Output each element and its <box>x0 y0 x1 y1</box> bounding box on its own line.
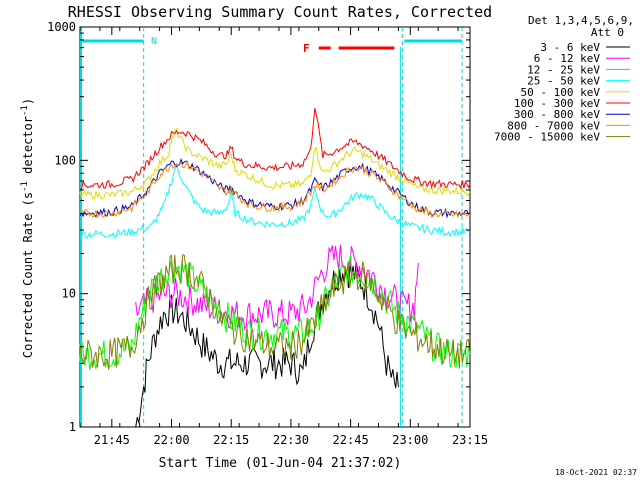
series-line-5 <box>80 107 471 190</box>
legend-header-2: Att 0 <box>591 26 624 39</box>
series-line-7 <box>79 159 471 219</box>
legend-label-6: 300 - 800 keV <box>514 108 600 121</box>
legend-label-5: 100 - 300 keV <box>514 97 600 110</box>
y-axis-label-main: Corrected Count Rate (s <box>21 192 35 358</box>
x-tick-label-3: 22:30 <box>273 433 309 447</box>
series-line-3 <box>79 164 471 239</box>
flare-label: F <box>303 42 310 55</box>
legend-label-0: 3 - 6 keV <box>540 41 600 54</box>
x-tick-label-6: 23:15 <box>452 433 488 447</box>
y-tick-label-0: 1 <box>69 420 76 434</box>
series-line-1 <box>135 244 419 332</box>
series-layer <box>79 107 471 428</box>
y-axis-label-sup1: -1 <box>20 181 30 192</box>
x-axis-label: Start Time (01-Jun-04 21:37:02) <box>159 456 402 471</box>
series-line-4 <box>79 127 471 200</box>
legend-label-2: 12 - 25 keV <box>527 63 600 76</box>
legend-label-3: 25 - 50 keV <box>527 75 600 88</box>
x-tick-label-0: 21:45 <box>94 433 130 447</box>
y-tick-label-3: 1000 <box>47 20 76 34</box>
x-tick-label-1: 22:00 <box>153 433 189 447</box>
legend-label-4: 50 - 100 keV <box>521 86 601 99</box>
y-tick-label-1: 10 <box>62 287 76 301</box>
timestamp: 18-Oct-2021 02:37 <box>555 468 637 477</box>
legend-label-7: 800 - 7000 keV <box>507 119 600 132</box>
chart-title: RHESSI Observing Summary Count Rates, Co… <box>68 3 492 21</box>
axes-layer: 1 10 100 1000 21:45 22:00 22:15 22:30 22:45 23:00… <box>47 20 488 447</box>
series-line-6 <box>79 157 471 219</box>
legend-label-8: 7000 - 15000 keV <box>494 131 600 144</box>
annotation-layer <box>80 27 463 427</box>
y-axis-label: Corrected Count Rate (s-1 detector-1) <box>20 98 35 358</box>
x-tick-label-5: 23:00 <box>392 433 428 447</box>
y-axis-label-mid: detector <box>21 116 35 181</box>
y-axis-label-end: ) <box>21 98 35 105</box>
legend-label-1: 6 - 12 keV <box>534 52 601 65</box>
x-tick-label-4: 22:45 <box>333 433 369 447</box>
y-axis-label-sup2: -1 <box>20 105 30 116</box>
series-line-0 <box>135 262 399 428</box>
legend-header-1: Det 1,3,4,5,6,9, <box>528 14 634 27</box>
x-tick-label-2: 22:15 <box>213 433 249 447</box>
night-label: N <box>151 36 157 47</box>
y-tick-label-2: 100 <box>54 153 76 167</box>
series-line-8 <box>79 254 471 370</box>
